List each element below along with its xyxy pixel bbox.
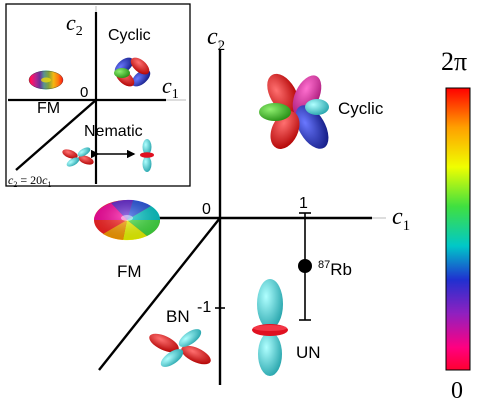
c1-axis-label: c1 bbox=[392, 204, 410, 234]
inset-cyclic-label: Cyclic bbox=[108, 27, 151, 44]
colorbar-bar bbox=[445, 87, 471, 371]
colorbar: 2π 0 bbox=[441, 47, 471, 404]
colorbar-bottom-label: 0 bbox=[451, 378, 463, 404]
inset-nematic-label: Nematic bbox=[84, 123, 143, 140]
un-label: UN bbox=[296, 343, 321, 362]
cyclic-orbital bbox=[259, 73, 329, 149]
inset-c1-label: c1 bbox=[162, 73, 179, 102]
c2-axis-label: c2 bbox=[207, 24, 225, 54]
inset-origin-label: 0 bbox=[80, 84, 88, 101]
tick-label-1: 1 bbox=[299, 195, 308, 212]
inset-relation-line bbox=[15, 99, 97, 171]
rb-point bbox=[298, 259, 312, 273]
colorbar-top-label: 2π bbox=[441, 47, 467, 76]
inset-cyclic-orbital bbox=[114, 57, 151, 87]
origin-label: 0 bbox=[202, 201, 211, 218]
bn-label: BN bbox=[166, 307, 190, 326]
inset-fm-label: FM bbox=[37, 100, 60, 117]
fm-label: FM bbox=[117, 262, 142, 281]
un-orbital bbox=[252, 279, 288, 376]
inset-un-orbital bbox=[140, 139, 154, 172]
inset-c2-label: c2 bbox=[66, 10, 83, 39]
inset-panel: c2 c1 0 Cyclic FM Nematic c2 = 20c1 bbox=[5, 3, 191, 189]
inset-bn-orbital bbox=[62, 147, 94, 167]
bn-orbital bbox=[149, 329, 211, 367]
cyclic-label: Cyclic bbox=[338, 99, 384, 118]
fm-orbital bbox=[94, 199, 161, 241]
tick-label-neg1: -1 bbox=[197, 299, 211, 316]
inset-fm-orbital bbox=[28, 70, 64, 90]
inset-relation-label: c2 = 20c1 bbox=[8, 173, 51, 189]
diagonal-boundary bbox=[98, 217, 221, 371]
main-axes: c2 c1 0 1 -1 bbox=[98, 24, 410, 385]
rb-label: 87Rb bbox=[318, 259, 352, 279]
